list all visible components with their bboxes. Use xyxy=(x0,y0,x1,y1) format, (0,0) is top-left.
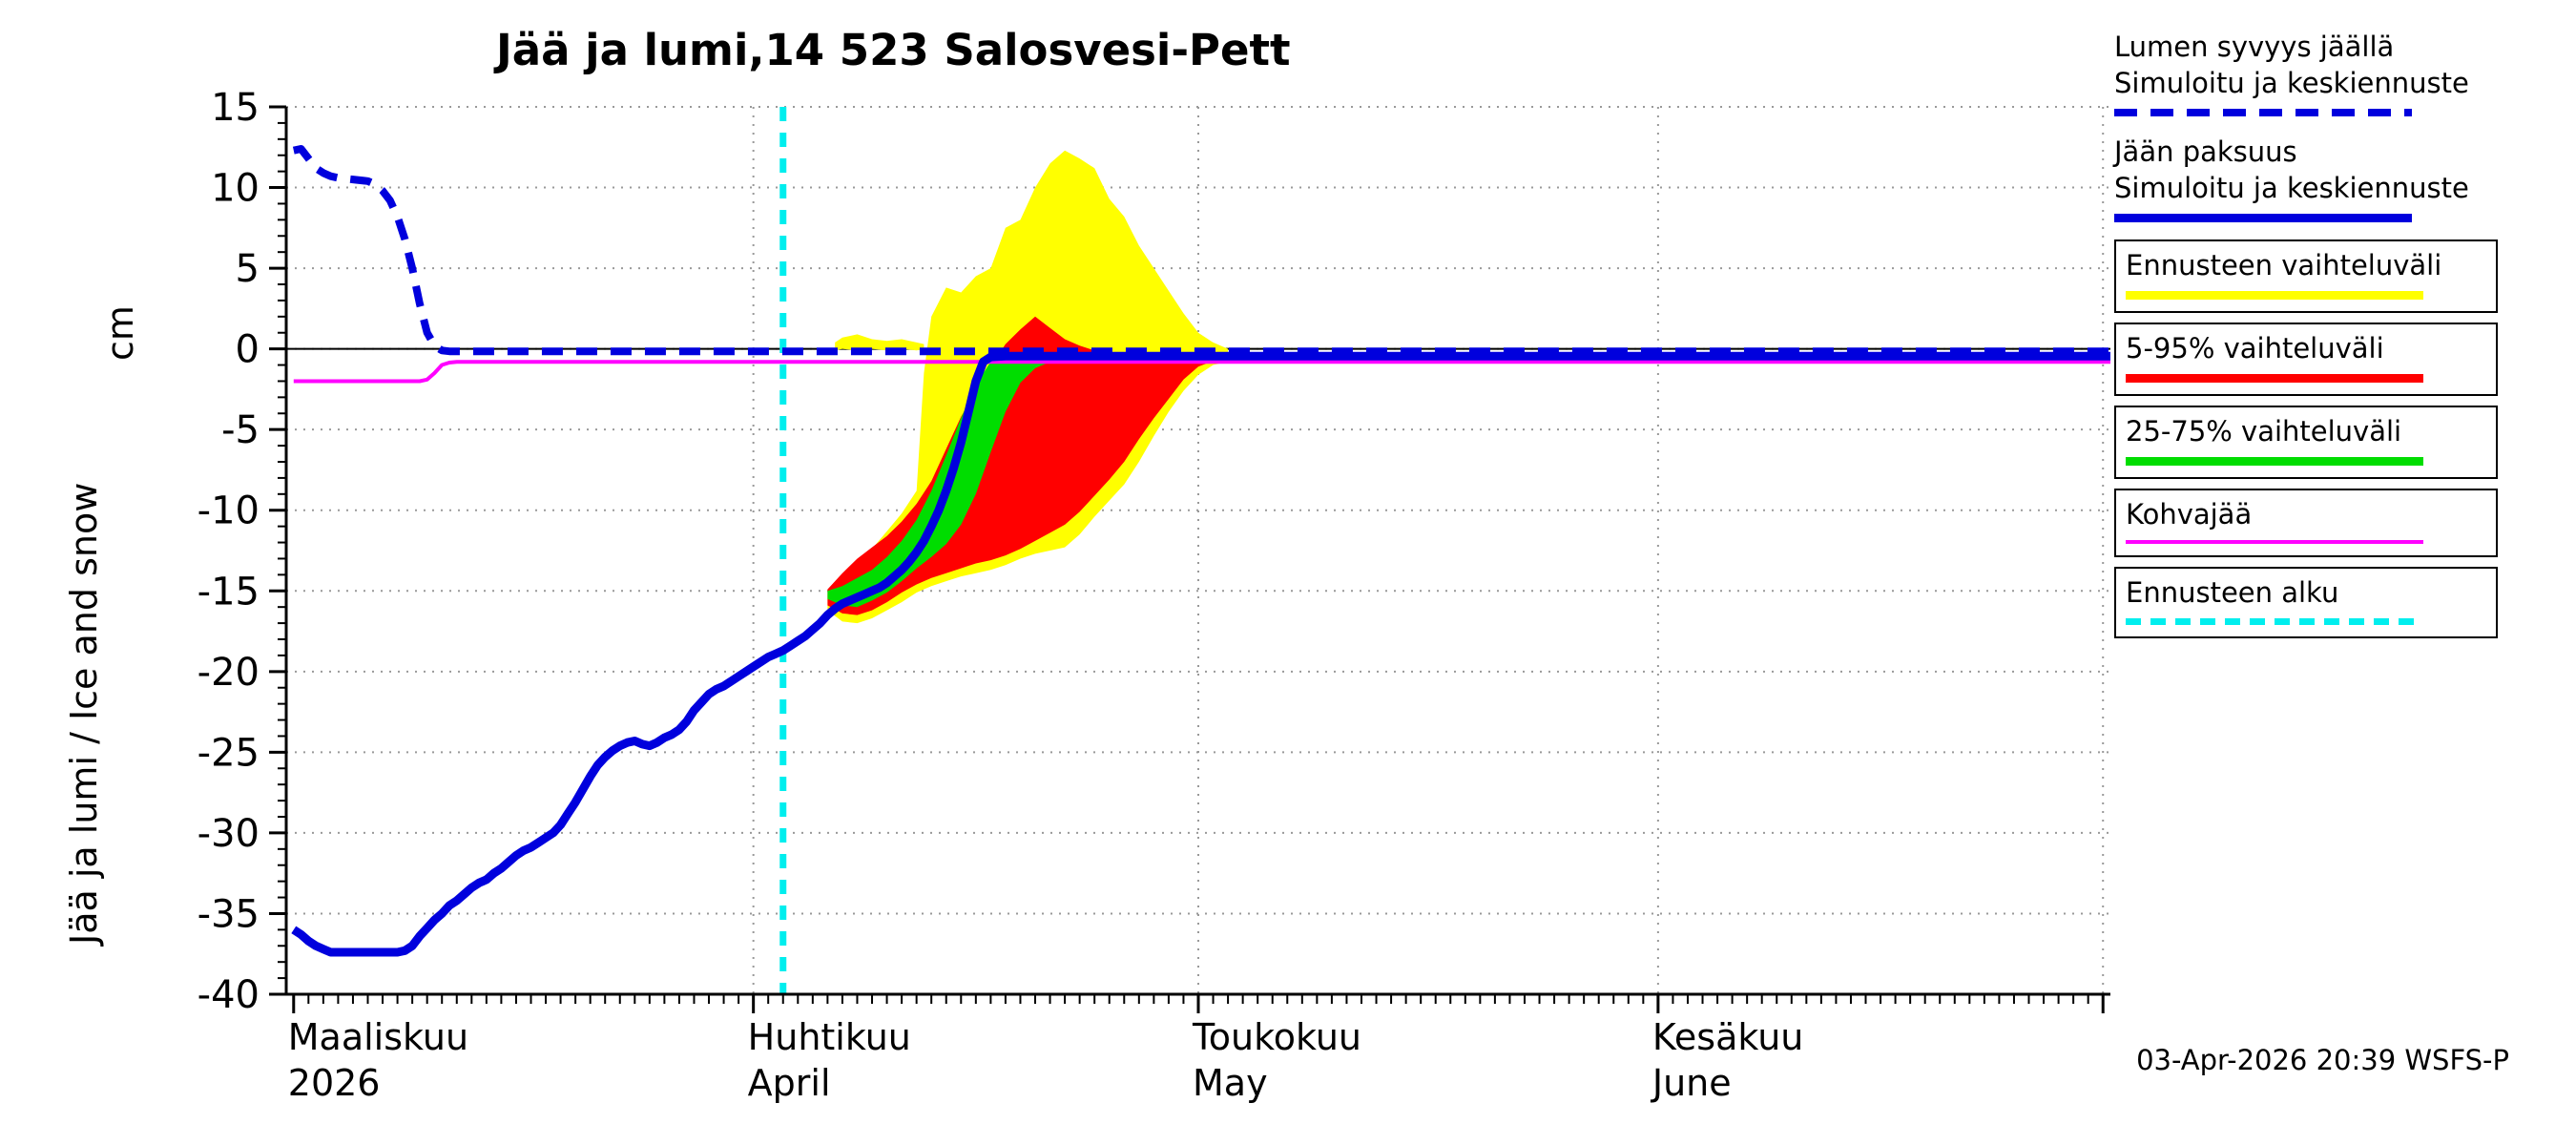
y-axis-unit-label: cm xyxy=(99,305,141,361)
y-tick-label: 5 xyxy=(236,247,260,291)
month-label-fi: Huhtikuu xyxy=(748,1016,911,1058)
y-tick-label: -35 xyxy=(197,892,260,936)
y-tick-label: 15 xyxy=(211,86,260,130)
legend-line-sample xyxy=(2114,214,2412,222)
series-ice-thickness xyxy=(291,351,2110,957)
legend-item-label: Ennusteen alku xyxy=(2126,576,2339,609)
legend-item: Kohvajää xyxy=(2114,489,2498,557)
series-kohvajaa xyxy=(293,360,2110,384)
y-tick-label: -20 xyxy=(197,651,260,695)
legend-item-label: Kohvajää xyxy=(2126,498,2253,531)
chart-title: Jää ja lumi,14 523 Salosvesi-Pett xyxy=(496,25,1291,75)
legend-line-sample xyxy=(2126,291,2423,300)
month-label-fi: Kesäkuu xyxy=(1652,1016,1804,1058)
legend-item-labels: Kohvajää xyxy=(2126,496,2486,532)
legend-item-labels: Ennusteen vaihteluväli xyxy=(2126,247,2486,283)
legend-item: Jään paksuus Simuloitu ja keskiennuste xyxy=(2114,134,2498,222)
y-tick-label: -30 xyxy=(197,812,260,856)
timestamp: 03-Apr-2026 20:39 WSFS-P xyxy=(2136,1044,2509,1076)
y-axis-label: Jää ja lumi / Ice and snow xyxy=(63,482,105,945)
legend-line-sample xyxy=(2126,540,2423,544)
legend-item: Ennusteen alku xyxy=(2114,567,2498,638)
legend-item-labels: Jään paksuus Simuloitu ja keskiennuste xyxy=(2114,134,2498,206)
legend-item-labels: Ennusteen alku xyxy=(2126,574,2486,611)
y-tick-label: -5 xyxy=(221,408,260,452)
series-snow-depth xyxy=(292,145,2110,356)
legend-item-labels: 5-95% vaihteluväli xyxy=(2126,330,2486,366)
legend-line-sample xyxy=(2126,374,2423,383)
y-tick-label: -25 xyxy=(197,731,260,775)
month-label-en: June xyxy=(1651,1062,1732,1104)
legend-item-label: Simuloitu ja keskiennuste xyxy=(2114,172,2469,204)
legend-item-label: Lumen syvyys jäällä xyxy=(2114,31,2395,63)
month-label-fi: Maaliskuu xyxy=(288,1016,468,1058)
legend-item-labels: 25-75% vaihteluväli xyxy=(2126,413,2486,449)
legend-item: Lumen syvyys jäällä Simuloitu ja keskienn… xyxy=(2114,29,2498,116)
legend-item: 25-75% vaihteluväli xyxy=(2114,406,2498,479)
legend-line-sample xyxy=(2126,457,2423,466)
legend-line-sample xyxy=(2114,109,2412,116)
legend-item-label: Ennusteen vaihteluväli xyxy=(2126,249,2442,281)
legend-item-label: 5-95% vaihteluväli xyxy=(2126,332,2384,364)
legend-item-label: Simuloitu ja keskiennuste xyxy=(2114,67,2469,99)
y-tick-label: 0 xyxy=(236,328,260,372)
legend-item: Ennusteen vaihteluväli xyxy=(2114,239,2498,313)
legend-item-labels: Lumen syvyys jäällä Simuloitu ja keskienn… xyxy=(2114,29,2498,101)
legend-item: 5-95% vaihteluväli xyxy=(2114,323,2498,396)
legend-item-label: 25-75% vaihteluväli xyxy=(2126,415,2402,448)
legend-item-label: Jään paksuus xyxy=(2114,135,2297,168)
y-tick-label: -40 xyxy=(197,973,260,1017)
month-label-en: May xyxy=(1193,1062,1268,1104)
month-label-en: April xyxy=(748,1062,831,1104)
y-tick-label: -10 xyxy=(197,489,260,533)
month-label-en: 2026 xyxy=(288,1062,381,1104)
month-label-fi: Toukokuu xyxy=(1192,1016,1361,1058)
band-forecast-range-snow xyxy=(835,334,924,351)
legend: Lumen syvyys jäällä Simuloitu ja keskienn… xyxy=(2114,29,2498,648)
y-tick-label: 10 xyxy=(211,167,260,211)
y-tick-label: -15 xyxy=(197,570,260,614)
legend-line-sample xyxy=(2126,618,2423,625)
